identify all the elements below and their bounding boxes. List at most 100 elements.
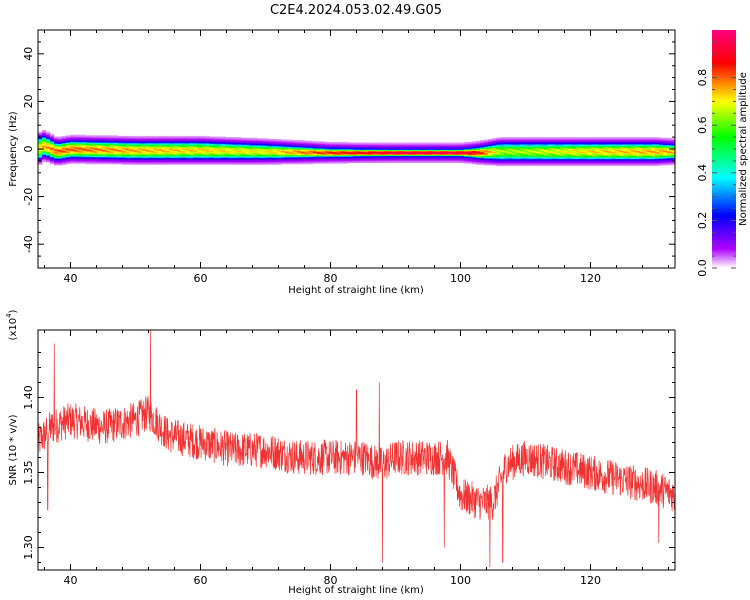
- heatmap-cell: [233, 144, 238, 146]
- heatmap-cell: [249, 139, 254, 141]
- heatmap-cell: [328, 157, 334, 159]
- heatmap-cell: [352, 149, 357, 151]
- heatmap-cell: [41, 129, 47, 131]
- heatmap-cell: [300, 148, 306, 150]
- heatmap-cell: [495, 143, 501, 145]
- heatmap-cell: [45, 156, 51, 158]
- heatmap-cell: [161, 160, 166, 162]
- heatmap-cell: [181, 139, 186, 141]
- heatmap-cell: [69, 136, 75, 138]
- heatmap-cell: [471, 157, 477, 159]
- heatmap-cell: [376, 154, 381, 156]
- heatmap-cell: [380, 162, 385, 164]
- heatmap-cell: [428, 159, 433, 161]
- heatmap-cell: [53, 143, 59, 145]
- heatmap-cell: [432, 151, 437, 153]
- heatmap-cell: [113, 158, 119, 160]
- heatmap-cell: [213, 145, 218, 147]
- heatmap-cell: [456, 154, 461, 156]
- heatmap-cell: [312, 141, 318, 143]
- heatmap-cell: [217, 151, 222, 153]
- heatmap-cell: [388, 146, 393, 148]
- heatmap-cell: [380, 146, 385, 148]
- heatmap-cell: [503, 156, 509, 158]
- heatmap-cell: [213, 157, 218, 159]
- heatmap-cell: [460, 157, 465, 159]
- heatmap-cell: [113, 135, 119, 137]
- heatmap-cell: [85, 144, 91, 146]
- heatmap-cell: [213, 151, 218, 153]
- heatmap-cell: [272, 152, 278, 154]
- heatmap-cell: [276, 156, 282, 158]
- heatmap-cell: [153, 152, 158, 154]
- heatmap-cell: [372, 160, 377, 162]
- heatmap-cell: [499, 154, 505, 156]
- heatmap-cell: [444, 145, 449, 147]
- heatmap-cell: [356, 143, 361, 145]
- heatmap-cell: [241, 154, 246, 156]
- heatmap-cell: [292, 157, 298, 159]
- heatmap-cell: [372, 150, 377, 152]
- heatmap-cell: [304, 153, 310, 155]
- heatmap-cell: [245, 154, 250, 156]
- heatmap-cell: [121, 144, 126, 146]
- heatmap-cell: [392, 154, 397, 156]
- heatmap-cell: [460, 154, 465, 156]
- heatmap-cell: [69, 147, 75, 149]
- heatmap-cell: [89, 152, 95, 154]
- heatmap-cell: [320, 158, 326, 160]
- heatmap-cell: [65, 135, 71, 137]
- heatmap-cell: [296, 153, 302, 155]
- heatmap-cell: [400, 159, 405, 161]
- heatmap-cell: [173, 151, 178, 153]
- heatmap-cell: [463, 144, 469, 146]
- heatmap-cell: [129, 139, 134, 141]
- heatmap-cell: [141, 149, 146, 151]
- heatmap-cell: [384, 162, 389, 164]
- heatmap-cell: [121, 151, 126, 153]
- heatmap-cell: [249, 162, 254, 164]
- heatmap-cell: [348, 153, 353, 155]
- heatmap-cell: [169, 146, 174, 148]
- heatmap-cell: [157, 146, 162, 148]
- heatmap-cell: [77, 154, 83, 156]
- heatmap-cell: [69, 157, 75, 159]
- heatmap-cell: [340, 151, 345, 153]
- heatmap-cell: [400, 151, 405, 153]
- heatmap-cell: [320, 153, 326, 155]
- heatmap-cell: [304, 156, 310, 158]
- heatmap-cell: [41, 151, 47, 153]
- heatmap-cell: [463, 147, 469, 149]
- heatmap-cell: [256, 150, 262, 152]
- heatmap-cell: [296, 144, 302, 146]
- heatmap-cell: [89, 150, 95, 152]
- heatmap-cell: [396, 150, 401, 152]
- heatmap-cell: [77, 145, 83, 147]
- heatmap-cell: [499, 145, 505, 147]
- heatmap-cell: [332, 162, 337, 164]
- heatmap-cell: [85, 161, 91, 163]
- heatmap-cell: [201, 152, 206, 154]
- heatmap-cell: [117, 144, 123, 146]
- heatmap-cell: [233, 163, 238, 165]
- heatmap-cell: [376, 150, 381, 152]
- heatmap-cell: [133, 142, 138, 144]
- heatmap-cell: [73, 140, 79, 142]
- heatmap-cell: [165, 144, 170, 146]
- heatmap-cell: [189, 157, 194, 159]
- heatmap-cell: [288, 139, 294, 141]
- heatmap-cell: [173, 153, 178, 155]
- heatmap-cell: [57, 151, 63, 153]
- heatmap-cell: [161, 153, 166, 155]
- heatmap-cell: [149, 159, 154, 161]
- heatmap-cell: [141, 147, 146, 149]
- heatmap-cell: [348, 156, 353, 158]
- heatmap-cell: [448, 160, 453, 162]
- heatmap-cell: [340, 161, 345, 163]
- heatmap-cell: [165, 143, 170, 145]
- heatmap-cell: [260, 152, 266, 154]
- heatmap-cell: [189, 140, 194, 142]
- heatmap-cell: [332, 157, 337, 159]
- heatmap-cell: [149, 154, 154, 156]
- heatmap-cell: [197, 157, 202, 159]
